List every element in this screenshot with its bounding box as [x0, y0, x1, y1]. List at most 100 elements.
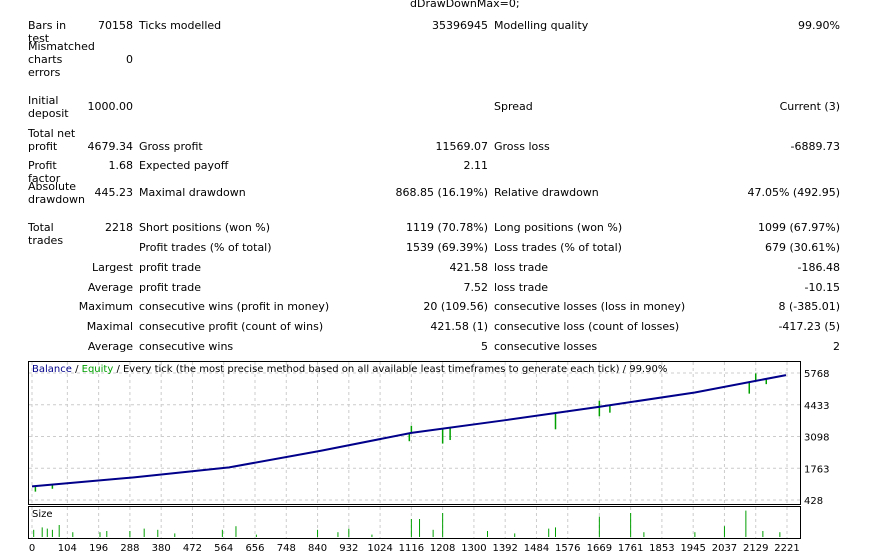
x-tick-label: 1945: [680, 543, 705, 554]
row-value-3: 47.05% (492.95): [747, 186, 840, 199]
row-value: 445.23: [94, 186, 134, 199]
row-label-3: Gross loss: [494, 140, 550, 153]
x-tick-label: 2129: [743, 543, 768, 554]
row-value-3: Current (3): [779, 100, 840, 113]
row-label: Absolute drawdown: [28, 180, 85, 206]
row-value-3: 99.90%: [798, 19, 840, 32]
y-tick-label: 1763: [804, 464, 829, 475]
x-tick-label: 1853: [649, 543, 674, 554]
x-tick-label: 932: [339, 543, 358, 554]
size-plot-frame: [28, 506, 801, 539]
row-value-2: 7.52: [463, 281, 489, 294]
row-value: Average: [87, 281, 133, 294]
chart-legend: Balance / Equity / Every tick (the most …: [32, 364, 668, 375]
x-tick-label: 1024: [367, 543, 392, 554]
row-label-3: Relative drawdown: [494, 186, 599, 199]
x-tick-label: 748: [277, 543, 296, 554]
row-label-2: Short positions (won %): [139, 221, 271, 234]
x-tick-label: 564: [214, 543, 233, 554]
row-label-3: Modelling quality: [494, 19, 589, 32]
row-label-2: Gross profit: [139, 140, 203, 153]
x-tick-label: 2037: [712, 543, 737, 554]
row-value: Maximum: [78, 300, 133, 313]
row-value-3: -10.15: [804, 281, 840, 294]
y-tick-label: 3098: [804, 433, 829, 444]
legend-equity: Equity: [81, 364, 114, 375]
row-value-2: 421.58 (1): [430, 320, 488, 333]
x-tick-label: 1208: [430, 543, 455, 554]
legend-rest: / Every tick (the most precise method ba…: [116, 364, 668, 375]
x-tick-label: 380: [152, 543, 171, 554]
row-label-3: consecutive loss (count of losses): [494, 320, 680, 333]
row-value-2: 1119 (70.78%): [405, 221, 488, 234]
row-value: 4679.34: [87, 140, 134, 153]
size-label: Size: [32, 509, 53, 520]
x-tick-label: 840: [308, 543, 327, 554]
x-tick-label: 104: [58, 543, 77, 554]
row-label: Bars in test: [28, 19, 67, 45]
row-value: Maximal: [86, 320, 133, 333]
x-tick-label: 1392: [492, 543, 517, 554]
row-value: Largest: [92, 261, 133, 274]
row-label-2: Maximal drawdown: [139, 186, 246, 199]
row-label-3: Loss trades (% of total): [494, 241, 622, 254]
row-value: 70158: [98, 19, 133, 32]
row-value-2: 421.58: [449, 261, 489, 274]
row-value-2: 868.85 (16.19%): [395, 186, 488, 199]
row-value-3: 679 (30.61%): [764, 241, 840, 254]
row-value: 1.68: [108, 159, 134, 172]
row-value-2: 1539 (69.39%): [405, 241, 488, 254]
row-label: Initial deposit: [28, 94, 69, 120]
row-value: 0: [126, 53, 133, 66]
row-label-2: consecutive wins (profit in money): [139, 300, 330, 313]
row-label: Total net profit: [28, 127, 76, 153]
row-label-2: Ticks modelled: [139, 19, 222, 32]
row-label-3: Spread: [494, 100, 533, 113]
row-label-3: loss trade: [494, 281, 549, 294]
y-tick-label: 5768: [804, 369, 829, 380]
row-value: 2218: [105, 221, 133, 234]
x-tick-label: 2221: [774, 543, 799, 554]
row-label-2: consecutive wins: [139, 340, 234, 353]
balance-line: [31, 374, 787, 488]
row-value-3: -186.48: [797, 261, 840, 274]
row-value-2: 11569.07: [435, 140, 489, 153]
row-label-2: profit trade: [139, 261, 202, 274]
row-value-3: 1099 (67.97%): [757, 221, 840, 234]
row-label-3: loss trade: [494, 261, 549, 274]
row-value-2: 5: [481, 340, 488, 353]
row-label-3: consecutive losses (loss in money): [494, 300, 686, 313]
y-tick-label: 4433: [804, 401, 829, 412]
x-tick-label: 1669: [587, 543, 612, 554]
row-value-3: 8 (-385.01): [778, 300, 840, 313]
x-tick-label: 1761: [618, 543, 643, 554]
x-tick-label: 1116: [399, 543, 424, 554]
row-label: Mismatched charts errors: [28, 40, 95, 79]
row-value-2: 35396945: [432, 19, 488, 32]
row-value-3: 2: [833, 340, 840, 353]
legend-balance: Balance: [32, 364, 72, 375]
row-label-2: Profit trades (% of total): [139, 241, 272, 254]
row-value: Average: [87, 340, 133, 353]
x-tick-label: 0: [29, 543, 35, 554]
x-tick-label: 196: [89, 543, 108, 554]
row-value-3: -6889.73: [790, 140, 840, 153]
x-tick-label: 1300: [461, 543, 486, 554]
x-tick-label: 288: [120, 543, 139, 554]
x-tick-label: 472: [183, 543, 202, 554]
row-label-3: consecutive losses: [494, 340, 598, 353]
row-value-2: 20 (109.56): [423, 300, 488, 313]
row-value: 1000.00: [87, 100, 134, 113]
row-label: Total trades: [28, 221, 64, 247]
row-label-2: profit trade: [139, 281, 202, 294]
row-value-2: 2.11: [463, 159, 489, 172]
row-label-3: Long positions (won %): [494, 221, 623, 234]
x-tick-label: 1484: [524, 543, 549, 554]
x-tick-label: 1576: [555, 543, 580, 554]
row-value-3: -417.23 (5): [778, 320, 840, 333]
row-label-2: consecutive profit (count of wins): [139, 320, 324, 333]
y-tick-label: 428: [804, 496, 823, 507]
row-label: Profit factor: [28, 159, 61, 185]
row-label-2: Expected payoff: [139, 159, 229, 172]
